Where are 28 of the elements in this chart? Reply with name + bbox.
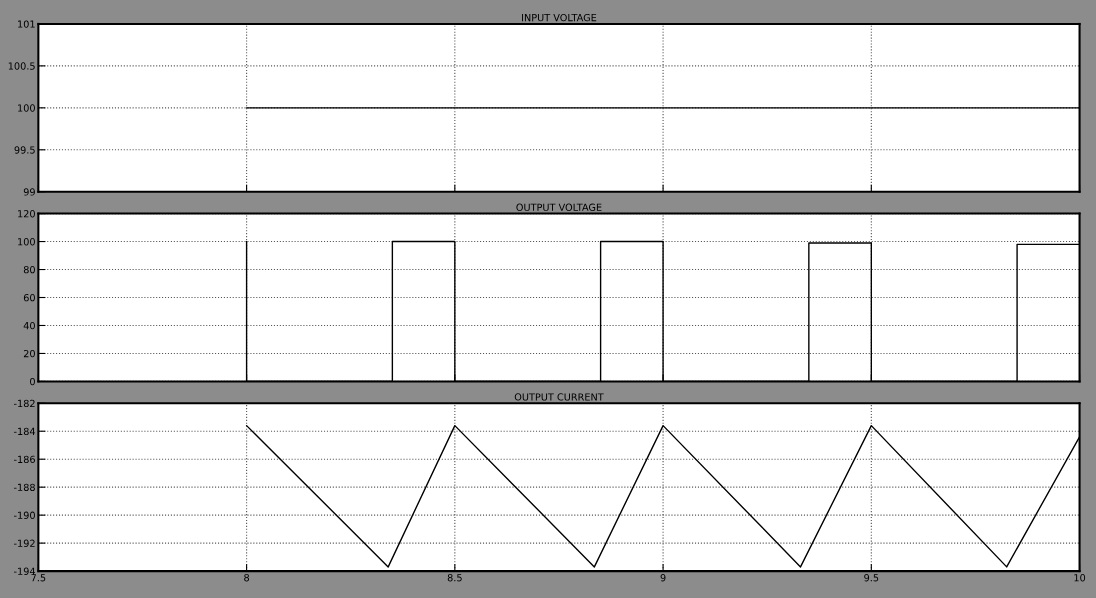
y-tick-label: -188	[13, 483, 35, 491]
y-tick-label: -192	[13, 539, 35, 547]
y-tick-label: 80	[23, 266, 35, 274]
y-tick-label: 99	[23, 188, 35, 196]
y-tick-label: 100	[18, 104, 35, 112]
chart-title: OUTPUT CURRENT	[514, 393, 604, 401]
y-tick-label: 120	[18, 210, 35, 218]
x-tick-label: 9.5	[864, 574, 879, 582]
y-tick-label: 20	[23, 349, 35, 358]
y-tick-label: -184	[13, 427, 36, 436]
x-tick-label: 8	[244, 574, 250, 582]
x-tick-label: 10	[1074, 574, 1086, 582]
y-tick-label: 40	[23, 321, 35, 330]
y-tick-label: 100.5	[8, 62, 35, 70]
x-tick-label: 7.5	[31, 574, 46, 582]
x-tick-label: 9	[660, 574, 666, 582]
y-tick-label: 99.5	[14, 146, 35, 154]
y-tick-label: 101	[18, 20, 35, 28]
y-tick-label: -182	[13, 399, 35, 408]
y-tick-label: -194	[13, 567, 36, 575]
chart-title: OUTPUT VOLTAGE	[516, 203, 602, 211]
y-tick-label: -190	[13, 511, 35, 519]
y-tick-label: -186	[13, 455, 35, 464]
y-tick-label: 60	[23, 293, 35, 302]
chart-title: INPUT VOLTAGE	[522, 13, 597, 22]
y-tick-label: 0	[30, 377, 35, 386]
y-tick-label: 100	[18, 238, 35, 246]
x-tick-label: 8.5	[447, 574, 462, 582]
